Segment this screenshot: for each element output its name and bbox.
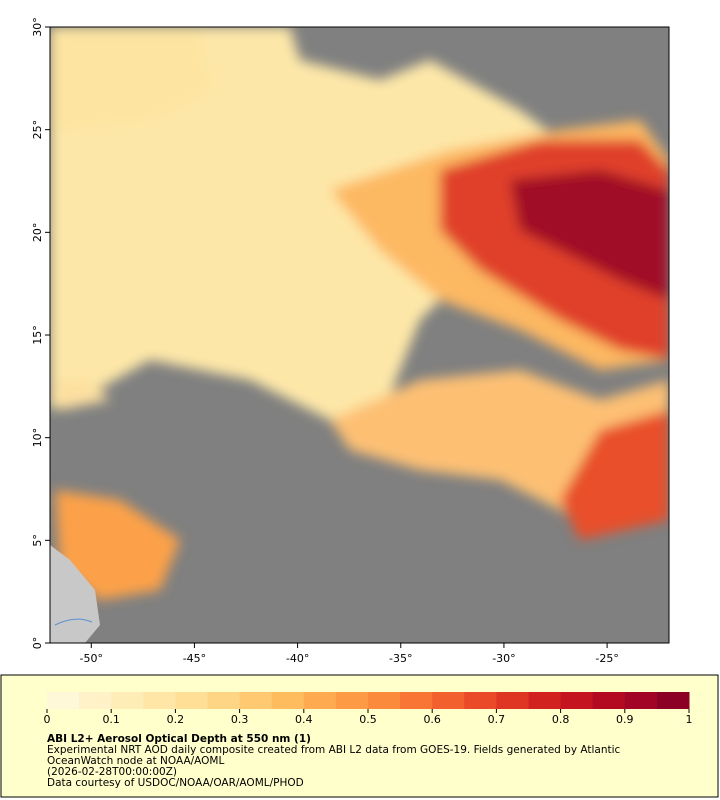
colorbar-tick-label: 0.2 [167, 713, 185, 726]
colorbar-swatch [400, 692, 433, 709]
caption-line: Experimental NRT AOD daily composite cre… [47, 744, 621, 756]
x-tick-label: -30° [492, 652, 515, 665]
colorbar-tick-label: 0.9 [616, 713, 634, 726]
colorbar-swatch [592, 692, 626, 709]
x-tick-label: -50° [80, 652, 103, 665]
colorbar-swatch [79, 692, 112, 709]
colorbar-swatch [207, 692, 241, 709]
colorbar-swatch [175, 692, 208, 709]
y-tick-label: 25° [31, 120, 44, 140]
y-tick-label: 0° [31, 637, 44, 650]
y-tick-label: 5° [31, 534, 44, 547]
colorbar-tick-label: 0.3 [231, 713, 249, 726]
colorbar-tick-label: 0.6 [423, 713, 441, 726]
colorbar-swatch [464, 692, 497, 709]
caption-line: OceanWatch node at NOAA/AOML [47, 755, 224, 767]
colorbar-swatch [432, 692, 465, 709]
colorbar-swatch [528, 692, 562, 709]
x-tick-label: -35° [389, 652, 412, 665]
colorbar-tick-label: 0 [44, 713, 51, 726]
colorbar-swatch [47, 692, 80, 709]
colorbar-tick-label: 0.8 [552, 713, 570, 726]
colorbar-swatch [496, 692, 529, 709]
caption-line: Data courtesy of USDOC/NOAA/OAR/AOML/PHO… [47, 777, 304, 789]
colorbar-swatch [656, 692, 690, 709]
y-tick-label: 30° [31, 17, 44, 37]
colorbar-tick-label: 0.4 [295, 713, 313, 726]
colorbar-swatch [368, 692, 401, 709]
y-tick-label: 15° [31, 325, 44, 345]
colorbar-swatch [560, 692, 594, 709]
colorbar-tick-label: 0.1 [102, 713, 120, 726]
colorbar-swatch [335, 692, 369, 709]
caption-line: (2026-02-28T00:00:00Z) [47, 766, 177, 778]
y-tick-label: 20° [31, 223, 44, 243]
colorbar-swatch [143, 692, 176, 709]
colorbar-swatch [239, 692, 273, 709]
y-tick-label: 10° [31, 428, 44, 448]
x-tick-label: -45° [183, 652, 206, 665]
x-tick-label: -40° [286, 652, 309, 665]
colorbar-swatch [111, 692, 144, 709]
colorbar-swatch [303, 692, 337, 709]
colorbar-tick-label: 1 [686, 713, 693, 726]
x-tick-label: -25° [595, 652, 618, 665]
colorbar-swatch [624, 692, 658, 709]
colorbar-tick-label: 0.5 [359, 713, 377, 726]
caption-title: ABI L2+ Aerosol Optical Depth at 550 nm … [47, 733, 311, 745]
colorbar-swatch [271, 692, 305, 709]
map-image [50, 27, 669, 643]
colorbar-tick-label: 0.7 [488, 713, 506, 726]
